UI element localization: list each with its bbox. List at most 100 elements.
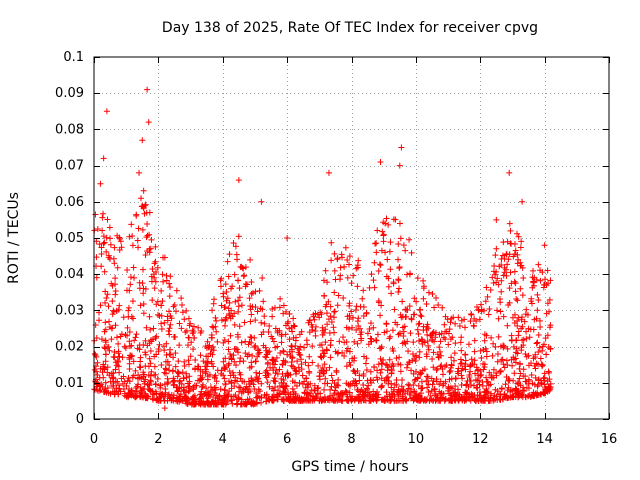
data-point: [222, 394, 229, 401]
data-point: [297, 343, 304, 350]
data-point: [433, 396, 440, 403]
data-point: [328, 239, 335, 246]
data-point: [205, 392, 212, 399]
data-point: [411, 388, 418, 395]
data-point: [152, 381, 159, 388]
data-point: [166, 293, 173, 300]
data-point: [516, 365, 523, 372]
data-point: [135, 225, 142, 232]
data-point: [354, 262, 361, 269]
data-point: [184, 395, 191, 402]
data-point: [126, 343, 133, 350]
data-point: [231, 310, 238, 317]
data-point: [317, 353, 324, 360]
data-point: [380, 219, 387, 226]
data-point: [495, 281, 502, 288]
data-point: [517, 285, 524, 292]
data-point: [140, 310, 147, 317]
data-point: [290, 391, 297, 398]
data-point: [306, 353, 313, 360]
data-point: [111, 260, 118, 267]
data-point: [147, 372, 154, 379]
data-point: [127, 281, 134, 288]
data-point: [115, 350, 122, 357]
data-point: [139, 137, 146, 144]
data-point: [222, 281, 229, 288]
data-point: [91, 350, 98, 357]
data-point: [462, 357, 469, 364]
data-point: [458, 360, 465, 367]
data-point: [284, 351, 291, 358]
data-point: [457, 360, 464, 367]
data-point: [189, 330, 196, 337]
data-point: [356, 372, 363, 379]
data-point: [293, 382, 300, 389]
data-point: [100, 155, 107, 162]
data-point: [323, 367, 330, 374]
data-point: [541, 281, 548, 288]
data-point: [471, 348, 478, 355]
data-point: [102, 337, 109, 344]
data-point: [236, 285, 243, 292]
data-point: [214, 395, 221, 402]
data-point: [537, 277, 544, 284]
data-point: [442, 378, 449, 385]
data-point: [124, 377, 131, 384]
data-point: [418, 336, 425, 343]
data-point: [133, 212, 140, 219]
data-point: [191, 399, 198, 406]
data-point: [120, 314, 127, 321]
data-point: [315, 362, 322, 369]
data-point: [289, 355, 296, 362]
data-point: [203, 344, 210, 351]
data-point: [272, 304, 279, 311]
data-point: [231, 271, 238, 278]
data-point: [335, 382, 342, 389]
data-point: [516, 375, 523, 382]
data-point: [102, 385, 109, 392]
data-point: [235, 308, 242, 315]
data-point: [235, 177, 242, 184]
data-point: [200, 381, 207, 388]
data-point: [102, 326, 109, 333]
data-point: [111, 244, 118, 251]
data-point: [320, 350, 327, 357]
data-point: [92, 211, 99, 218]
data-point: [137, 364, 144, 371]
data-point: [406, 391, 413, 398]
data-point: [515, 332, 522, 339]
data-point: [171, 301, 178, 308]
data-point: [245, 389, 252, 396]
data-point: [305, 397, 312, 404]
data-point: [477, 347, 484, 354]
data-point: [321, 380, 328, 387]
data-point: [533, 340, 540, 347]
y-tick-label: 0.01: [55, 376, 84, 391]
data-point: [482, 298, 489, 305]
data-point: [183, 398, 190, 405]
data-point: [479, 379, 486, 386]
data-point: [328, 257, 335, 264]
data-point: [207, 384, 214, 391]
data-point: [408, 249, 415, 256]
data-point: [518, 316, 525, 323]
data-point: [447, 319, 454, 326]
data-point: [494, 358, 501, 365]
data-point: [142, 251, 149, 258]
data-point: [440, 371, 447, 378]
data-point: [334, 302, 341, 309]
data-point: [363, 355, 370, 362]
data-point: [542, 335, 549, 342]
data-point: [96, 383, 103, 390]
data-point: [532, 351, 539, 358]
data-point: [538, 380, 545, 387]
data-point: [95, 388, 102, 395]
data-point: [384, 373, 391, 380]
data-point: [406, 271, 413, 278]
data-point: [366, 325, 373, 332]
data-point: [362, 389, 369, 396]
data-point: [280, 302, 287, 309]
data-point: [249, 377, 256, 384]
data-point: [221, 393, 228, 400]
data-point: [142, 201, 149, 208]
